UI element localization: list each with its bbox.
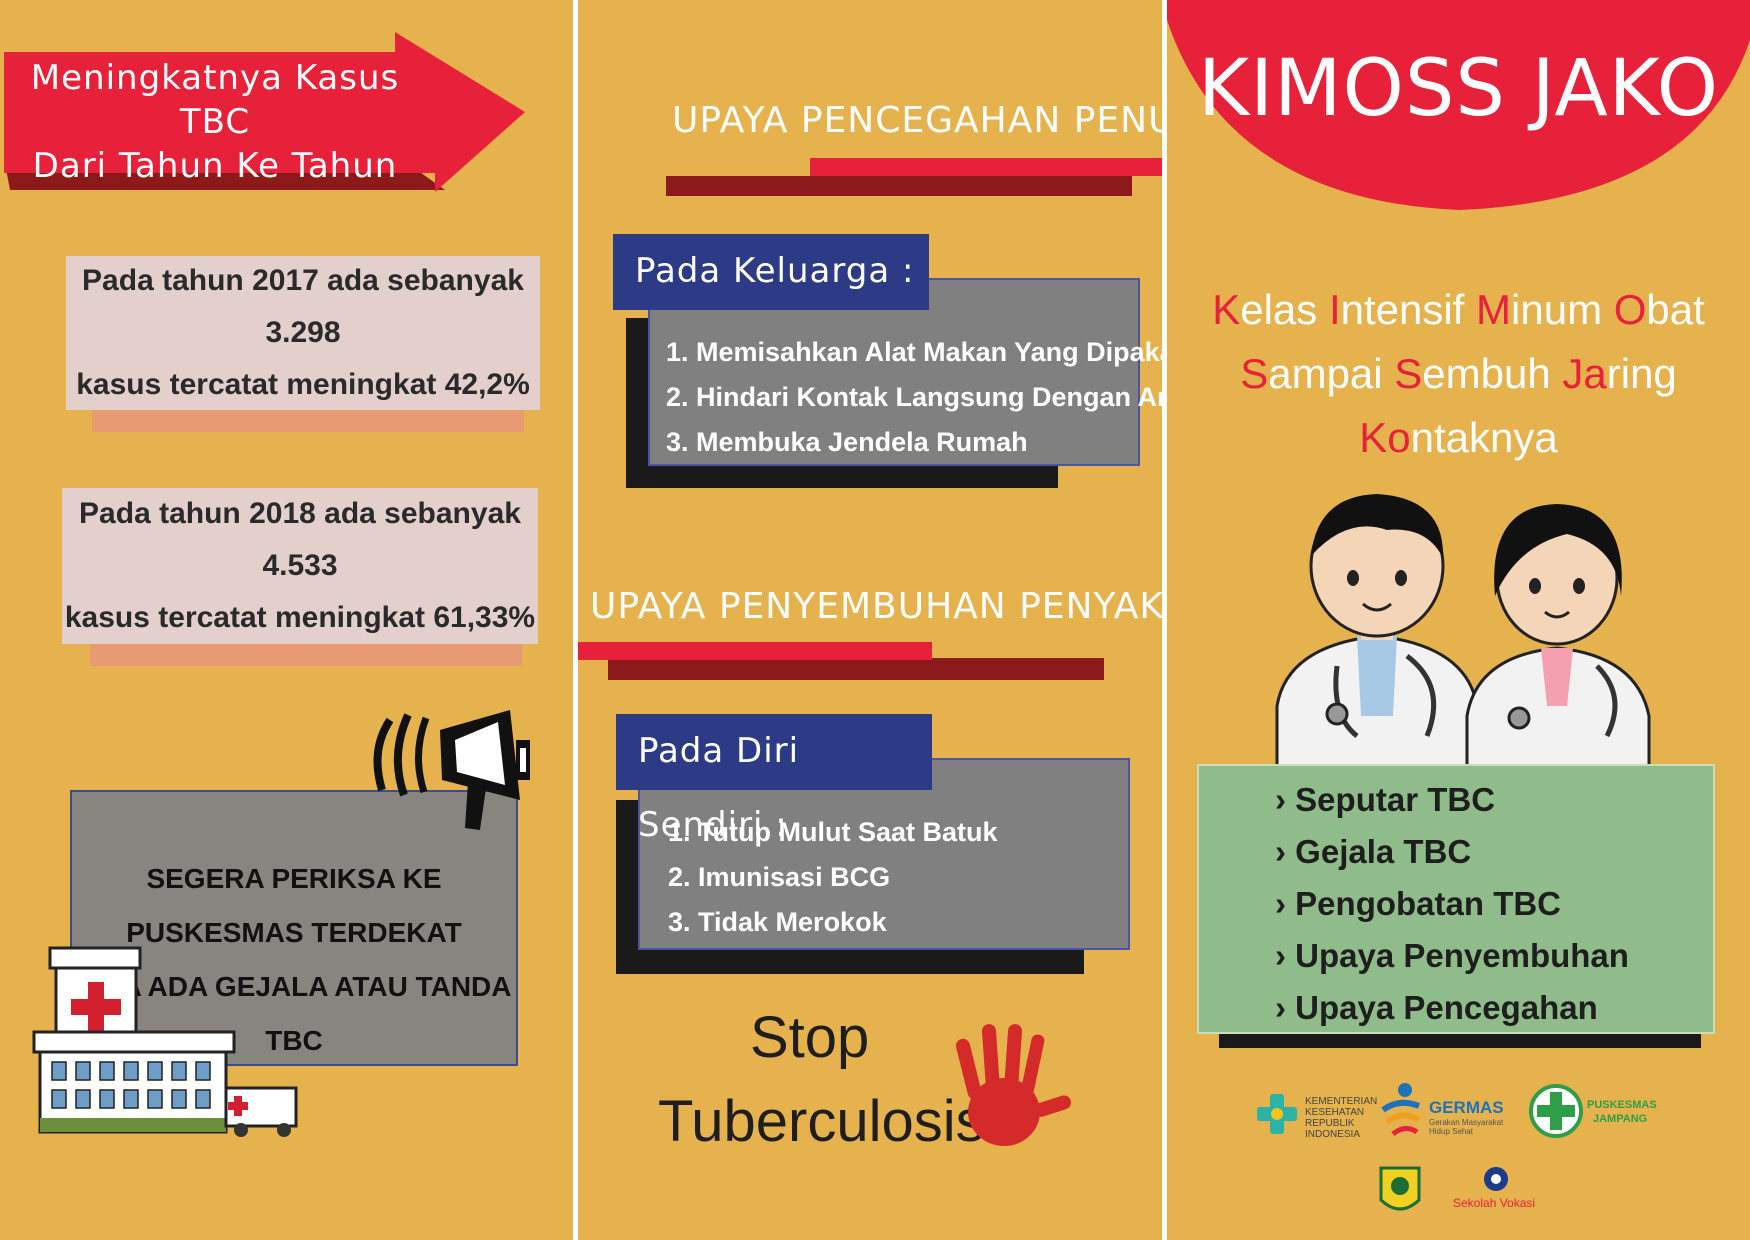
stat-box-2017: Pada tahun 2017 ada sebanyak 3.298 kasus…: [66, 256, 540, 410]
chevron-right-icon: ›: [1275, 937, 1296, 974]
tagline-fragment: bat: [1646, 286, 1705, 333]
banner-arrow: [4, 32, 525, 192]
title-semicircle: [1167, 0, 1750, 210]
panel-middle: UPAYA PENCEGAHAN PENULARAN TBC 1. Memisa…: [578, 0, 1162, 1240]
family-item-1: 1. Memisahkan Alat Makan Yang Dipakai: [666, 337, 1162, 367]
healing-underline-red: [578, 642, 932, 660]
app-title: KIMOSS JAKO: [1198, 44, 1719, 134]
stop-tb-text: Stop Tuberculosis!: [658, 996, 1001, 1164]
tagline-initial: I: [1328, 286, 1341, 333]
chevron-right-icon: ›: [1275, 781, 1296, 818]
self-item-2: 2. Imunisasi BCG: [668, 862, 891, 892]
family-item-2: 2. Hindari Kontak Langsung Dengan Anak-A…: [666, 382, 1162, 412]
self-item-3: 3. Tidak Merokok: [668, 907, 887, 937]
self-item-1: 1. Tutup Mulut Saat Batuk: [668, 817, 998, 847]
kemenkes-logo-icon: [1257, 1094, 1297, 1134]
callout-box: [70, 790, 518, 1066]
stat-2017-line-1: Pada tahun 2017 ada sebanyak 3.298: [82, 264, 524, 349]
puskesmas-logo-text: PUSKESMAS JAMPANG: [1587, 1099, 1657, 1125]
tagline-initial: M: [1476, 286, 1512, 333]
menu-box: › Seputar TBC › Gejala TBC › Pengobatan …: [1197, 764, 1715, 1034]
tagline-fragment: embuh: [1422, 350, 1563, 397]
menu-item-gejala[interactable]: › Gejala TBC: [1275, 833, 1472, 870]
vokasi-logo-text: Sekolah Vokasi: [1453, 1196, 1536, 1210]
kabupaten-emblem-icon: [1379, 1166, 1421, 1211]
germas-logo-subtext: Gerakan Masyarakat Hidup Sehat: [1429, 1118, 1504, 1136]
self-tag: Pada Diri Sendiri :: [616, 714, 932, 845]
callout-line-2: BILA ADA GEJALA ATAU TANDA TBC: [76, 971, 512, 1056]
doctors-illustration: [1275, 494, 1651, 776]
prevention-underline-dark: [666, 176, 1132, 196]
kemenkes-logo-text: KEMENTERIAN KESEHATAN REPUBLIK INDONESIA: [1305, 1096, 1378, 1140]
stat-box-2018: Pada tahun 2018 ada sebanyak 4.533 kasus…: [62, 488, 538, 644]
red-hand-icon: [955, 1024, 1071, 1146]
banner-title: Meningkatnya Kasus TBC Dari Tahun Ke Tah…: [20, 56, 410, 188]
callout-line-1: SEGERA PERIKSA KE PUSKESMAS TERDEKAT: [126, 863, 462, 948]
tagline-line-2: Sampai Sembuh Jaring Kontaknya: [1167, 342, 1750, 470]
tagline-fragment: inum: [1511, 286, 1614, 333]
healing-title: UPAYA PENYEMBUHAN PENYAKIT TBC: [590, 586, 1162, 627]
panel-left: Meningkatnya Kasus TBC Dari Tahun Ke Tah…: [0, 0, 573, 1240]
family-list-box: 1. Memisahkan Alat Makan Yang Dipakai 2.…: [648, 278, 1162, 466]
menu-item-pencegahan[interactable]: › Upaya Pencegahan: [1275, 989, 1598, 1026]
megaphone-icon: [373, 710, 530, 830]
panel-right: KIMOSS JAKO Kelas Intensif Minum Obat Sa…: [1167, 0, 1750, 1240]
stop-line-2: Tuberculosis!: [658, 1089, 1001, 1154]
banner-line-2: Dari Tahun Ke Tahun: [32, 146, 398, 186]
tagline-initial: O: [1613, 286, 1647, 333]
tagline-line-1: Kelas Intensif Minum Obat: [1167, 278, 1750, 342]
tagline: Kelas Intensif Minum Obat Sampai Sembuh …: [1167, 278, 1750, 470]
chevron-right-icon: ›: [1275, 989, 1296, 1026]
menu-item-seputar[interactable]: › Seputar TBC: [1275, 781, 1496, 818]
tagline-initial: Ja: [1562, 350, 1607, 397]
germas-logo-text: GERMAS: [1429, 1098, 1504, 1117]
callout-text: SEGERA PERIKSA KE PUSKESMAS TERDEKAT BIL…: [70, 852, 518, 1068]
tagline-fragment: ring: [1606, 350, 1677, 397]
stop-line-1: Stop: [750, 1005, 870, 1070]
prevention-title: UPAYA PENCEGAHAN PENULARAN TBC: [672, 100, 1162, 141]
tagline-initial: S: [1394, 350, 1423, 397]
family-item-3: 3. Membuka Jendela Rumah: [666, 427, 1028, 457]
puskesmas-logo-icon: [1529, 1084, 1583, 1138]
banner-line-1: Meningkatnya Kasus TBC: [30, 58, 400, 142]
tagline-initial: Ko: [1359, 414, 1411, 461]
stat-2018-line-1: Pada tahun 2018 ada sebanyak 4.533: [79, 497, 521, 582]
stat-2017-line-2: kasus tercatat meningkat 42,2%: [76, 368, 530, 401]
menu-item-penyembuhan[interactable]: › Upaya Penyembuhan: [1275, 937, 1629, 974]
chevron-right-icon: ›: [1275, 885, 1296, 922]
vokasi-logo-icon: [1484, 1167, 1508, 1191]
tagline-fragment: ntensif: [1340, 286, 1477, 333]
chevron-right-icon: ›: [1275, 833, 1296, 870]
menu-item-pengobatan[interactable]: › Pengobatan TBC: [1275, 885, 1562, 922]
prevention-underline-red: [810, 158, 1162, 176]
tagline-initial: S: [1240, 350, 1269, 397]
germas-logo-icon: [1381, 1083, 1421, 1136]
family-tag: Pada Keluarga :: [613, 234, 929, 310]
stat-2018-line-2: kasus tercatat meningkat 61,33%: [64, 601, 536, 634]
tagline-fragment: elas: [1240, 286, 1329, 333]
healing-underline-dark: [608, 658, 1104, 680]
hospital-icon: [32, 946, 298, 1137]
tagline-fragment: ntaknya: [1410, 414, 1558, 461]
tagline-fragment: ampai: [1268, 350, 1395, 397]
tagline-initial: K: [1212, 286, 1241, 333]
